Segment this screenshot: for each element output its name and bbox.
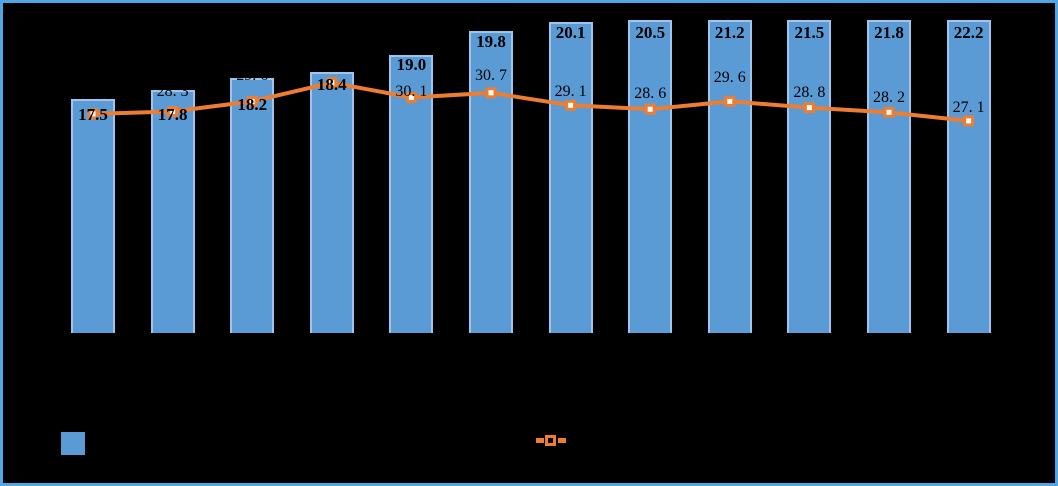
line-value-label: 28. 2 [873, 89, 905, 106]
bar [150, 90, 195, 333]
bar [71, 99, 115, 333]
bar [787, 20, 832, 333]
bar [867, 20, 911, 333]
legend-line-icon [536, 438, 544, 443]
bar-value-label: 20.1 [555, 23, 586, 42]
bar-value-label: 19.0 [396, 55, 427, 74]
legend-line-marker-icon [545, 435, 556, 446]
bar-value-label: 21.5 [794, 23, 825, 42]
line-value-label: 30. 1 [395, 83, 428, 100]
bar [548, 22, 593, 333]
line-value-label: 29. 1 [554, 83, 587, 100]
bar [707, 20, 752, 333]
bar-value-label: 18.2 [237, 95, 268, 114]
bar [946, 20, 991, 333]
legend-line-marker-center [548, 438, 553, 443]
legend-bar-swatch [61, 432, 85, 455]
bar-value-label: 21.2 [714, 23, 745, 42]
line-value-label: 30. 7 [475, 67, 507, 84]
bar [628, 20, 673, 333]
line-value-label: 28. 6 [634, 85, 667, 102]
bar-value-label: 19.8 [476, 32, 506, 51]
legend-line-icon-dash [558, 438, 566, 443]
bar-value-label: 21.8 [874, 23, 904, 42]
bar-value-label: 17.5 [78, 105, 108, 124]
line-value-label: 29. 6 [236, 67, 269, 84]
bar-value-label: 18.4 [316, 75, 347, 94]
line-value-label: 28. 8 [793, 84, 826, 101]
bar-value-label: 17.8 [157, 105, 188, 124]
line-value-label: 27. 1 [952, 99, 985, 116]
bar-value-label: 20.5 [635, 23, 666, 42]
bar [230, 78, 275, 333]
bar-value-label: 22.2 [953, 23, 984, 42]
line-value-label: 28. 3 [156, 83, 189, 100]
line-value-label: 29. 6 [713, 69, 746, 86]
bar [309, 72, 354, 333]
